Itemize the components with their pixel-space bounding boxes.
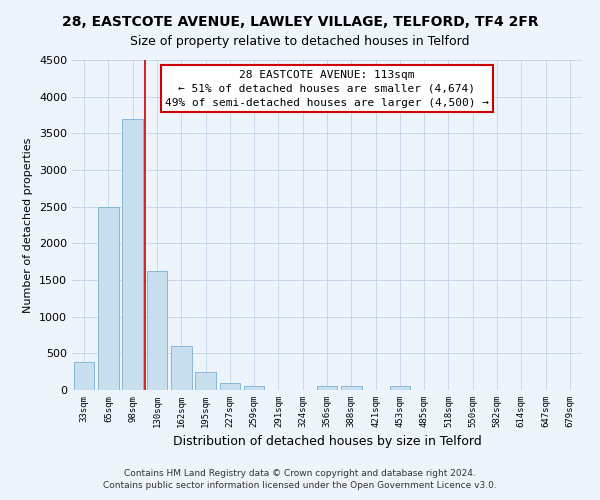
Bar [244,386,265,390]
Bar [122,118,143,390]
X-axis label: Distribution of detached houses by size in Telford: Distribution of detached houses by size … [173,436,481,448]
Bar [74,362,94,390]
Y-axis label: Number of detached properties: Number of detached properties [23,138,34,312]
Bar [220,382,240,390]
Bar [146,271,167,390]
Text: 28 EASTCOTE AVENUE: 113sqm
← 51% of detached houses are smaller (4,674)
49% of s: 28 EASTCOTE AVENUE: 113sqm ← 51% of deta… [165,70,489,108]
Bar [195,372,216,390]
Bar [389,386,410,390]
Text: Contains HM Land Registry data © Crown copyright and database right 2024.
Contai: Contains HM Land Registry data © Crown c… [103,468,497,490]
Bar [341,386,362,390]
Bar [98,206,119,390]
Bar [171,346,191,390]
Text: Size of property relative to detached houses in Telford: Size of property relative to detached ho… [130,35,470,48]
Text: 28, EASTCOTE AVENUE, LAWLEY VILLAGE, TELFORD, TF4 2FR: 28, EASTCOTE AVENUE, LAWLEY VILLAGE, TEL… [62,15,538,29]
Bar [317,386,337,390]
